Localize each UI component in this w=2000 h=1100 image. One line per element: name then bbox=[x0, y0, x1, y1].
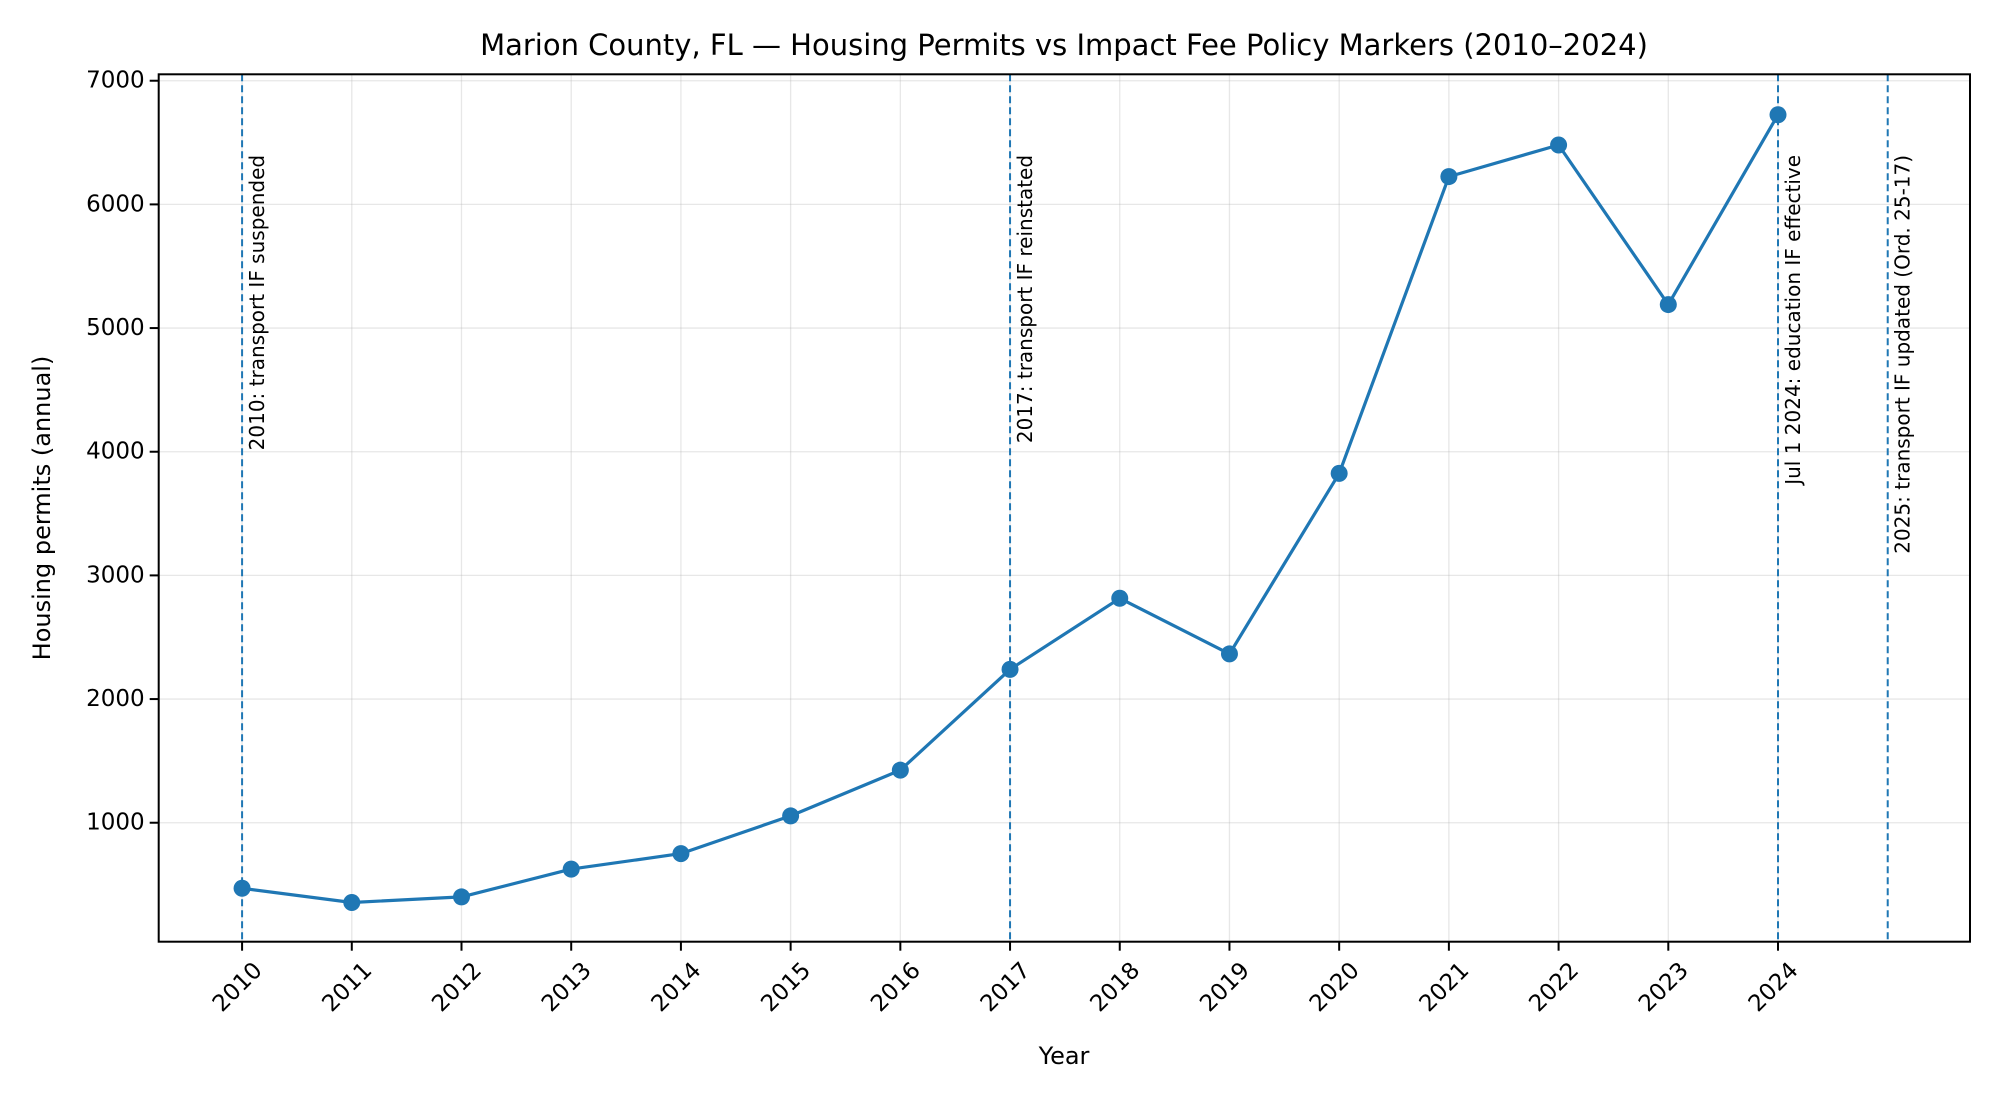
chart-title: Marion County, FL — Housing Permits vs I… bbox=[480, 28, 1648, 62]
axes-frame bbox=[157, 73, 1972, 943]
data-point bbox=[891, 761, 909, 779]
series-housing-permits bbox=[233, 106, 1787, 911]
data-point bbox=[672, 845, 690, 863]
y-tick-label: 1000 bbox=[86, 810, 145, 836]
data-point bbox=[343, 893, 361, 911]
policy-marker-label: 2025: transport IF updated (Ord. 25-17) bbox=[1891, 155, 1915, 554]
data-point bbox=[562, 860, 580, 878]
data-point bbox=[782, 807, 800, 825]
data-point bbox=[1440, 168, 1458, 186]
y-tick-label: 5000 bbox=[86, 315, 145, 341]
data-point bbox=[1111, 589, 1129, 607]
policy-marker-label: Jul 1 2024: education IF effective bbox=[1781, 155, 1805, 487]
y-tick-label: 2000 bbox=[86, 686, 145, 712]
data-point bbox=[1001, 660, 1019, 678]
data-point bbox=[452, 888, 470, 906]
data-point bbox=[1769, 106, 1787, 124]
data-point bbox=[1220, 645, 1238, 663]
y-axis-label: Housing permits (annual) bbox=[28, 356, 56, 661]
plot-area bbox=[158, 74, 1971, 942]
data-point bbox=[1330, 464, 1348, 482]
y-tick-label: 4000 bbox=[86, 439, 145, 465]
y-tick-label: 3000 bbox=[86, 562, 145, 588]
policy-marker-labels: 2010: transport IF suspended 2017: transp… bbox=[245, 155, 1915, 554]
y-tick-label: 6000 bbox=[86, 191, 145, 217]
data-point bbox=[233, 879, 251, 897]
y-tick-label: 7000 bbox=[86, 68, 145, 94]
policy-marker-lines bbox=[241, 74, 1889, 942]
policy-marker-label: 2017: transport IF reinstated bbox=[1013, 155, 1037, 443]
data-point bbox=[1659, 296, 1677, 314]
x-axis-label: Year bbox=[1038, 1042, 1090, 1070]
data-point bbox=[1550, 136, 1568, 154]
y-axis-ticks: 1000 2000 3000 4000 5000 6000 7000 bbox=[86, 68, 159, 836]
policy-marker-label: 2010: transport IF suspended bbox=[245, 155, 269, 450]
